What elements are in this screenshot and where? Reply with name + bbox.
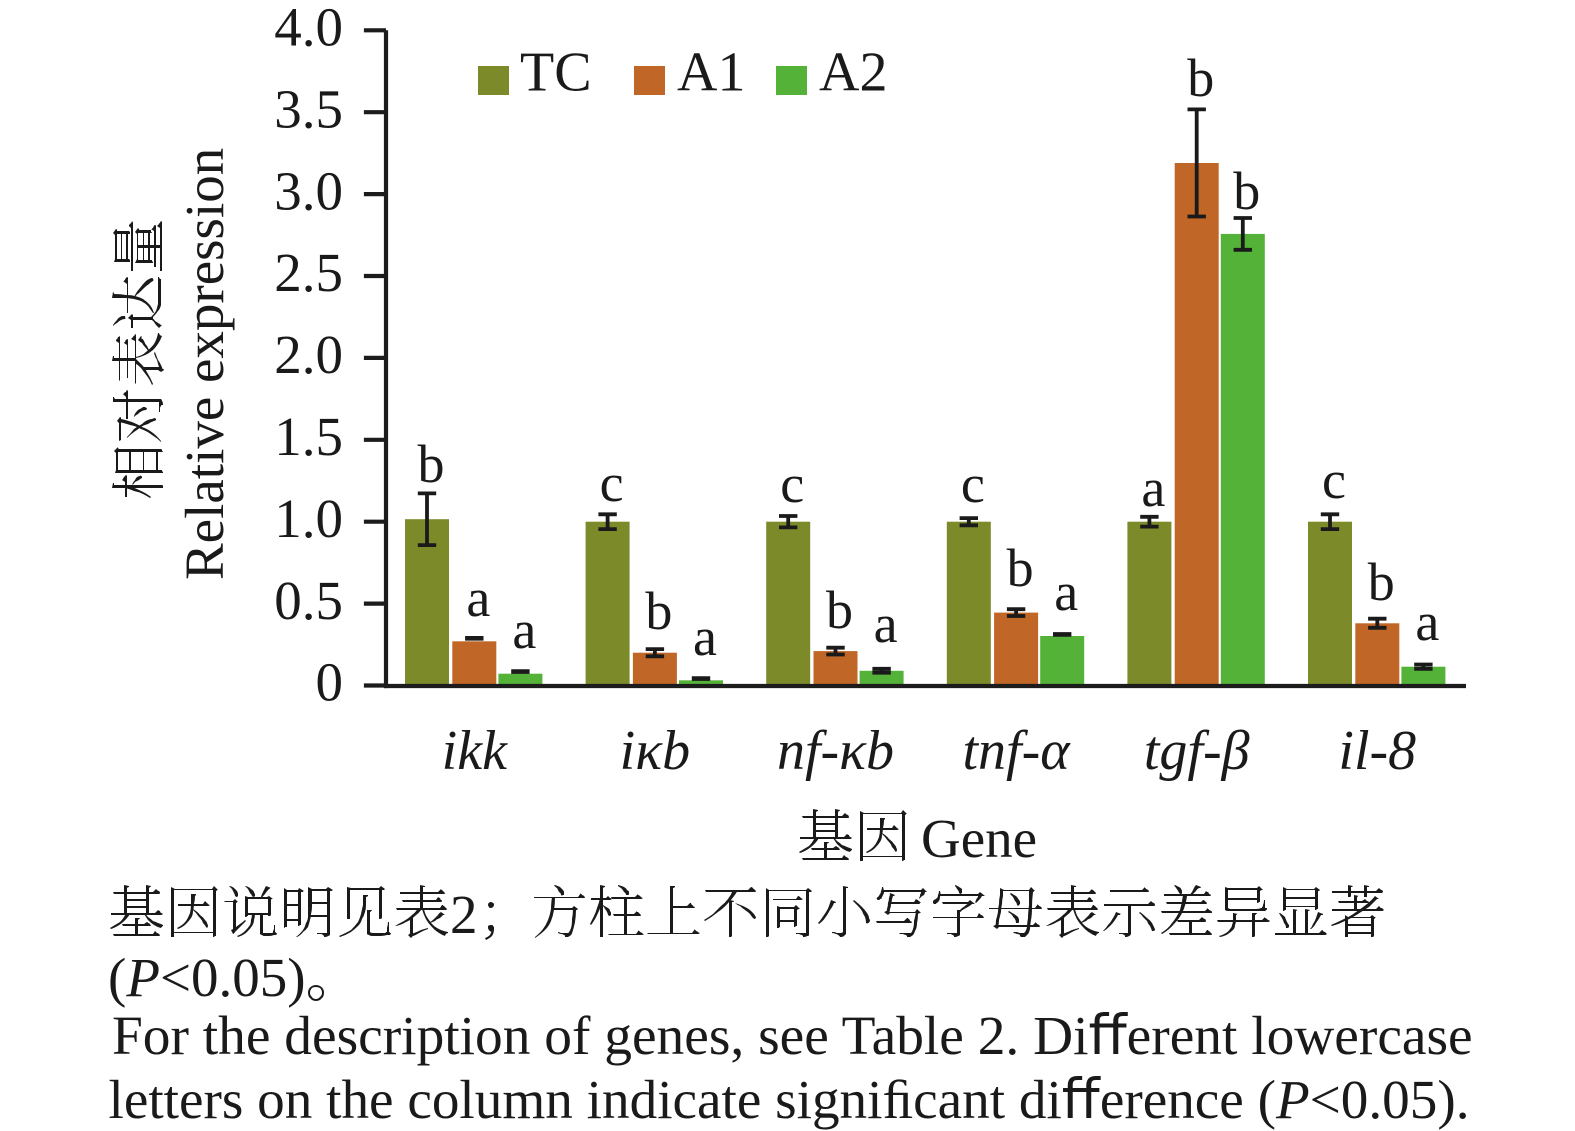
svg-text:b: b	[418, 434, 445, 494]
svg-text:a: a	[693, 607, 717, 667]
svg-text:b: b	[1007, 538, 1034, 598]
svg-text:For the description of genes,: For the description of genes, see Table …	[112, 1005, 1473, 1066]
svg-text:letters on the column indicate: letters on the column indicate signiﬁcan…	[109, 1069, 1470, 1130]
svg-text:c: c	[600, 453, 624, 513]
svg-text:a: a	[466, 568, 490, 628]
svg-text:0: 0	[316, 652, 344, 713]
svg-text:4.0: 4.0	[274, 0, 343, 58]
svg-text:2.5: 2.5	[274, 242, 343, 303]
svg-text:a: a	[1415, 592, 1439, 652]
svg-text:a: a	[1141, 458, 1165, 518]
svg-text:2.0: 2.0	[274, 324, 343, 385]
svg-text:nf-κb: nf-κb	[777, 720, 894, 782]
svg-text:2: 2	[450, 884, 478, 945]
svg-text:0.5: 0.5	[274, 570, 343, 631]
svg-text:a: a	[512, 600, 536, 660]
svg-text:Relative expression: Relative expression	[174, 148, 235, 580]
svg-text:3.5: 3.5	[274, 78, 343, 139]
svg-text:(P<0.05): (P<0.05)	[108, 947, 306, 1008]
svg-text:c: c	[1322, 450, 1346, 510]
svg-text:b: b	[1368, 552, 1395, 612]
svg-text:b: b	[1187, 48, 1214, 108]
svg-text:tnf-α: tnf-α	[963, 720, 1072, 782]
svg-text:3.0: 3.0	[274, 160, 343, 221]
svg-text:A2: A2	[819, 42, 887, 104]
svg-text:1.0: 1.0	[274, 488, 343, 549]
svg-text:tgf-β: tgf-β	[1144, 720, 1250, 782]
svg-text:A1: A1	[677, 42, 745, 104]
svg-text:b: b	[826, 580, 853, 640]
svg-text:a: a	[1054, 562, 1078, 622]
svg-text:iκb: iκb	[620, 720, 690, 782]
svg-text:b: b	[645, 581, 672, 641]
svg-text:il-8: il-8	[1338, 720, 1416, 782]
svg-text:TC: TC	[520, 42, 592, 104]
svg-text:ikk: ikk	[442, 720, 508, 782]
svg-text:c: c	[961, 454, 985, 514]
svg-text:1.5: 1.5	[274, 406, 343, 467]
svg-text:Gene: Gene	[921, 808, 1037, 869]
svg-text:c: c	[780, 454, 804, 514]
svg-text:a: a	[874, 594, 898, 654]
svg-text:b: b	[1233, 161, 1260, 221]
